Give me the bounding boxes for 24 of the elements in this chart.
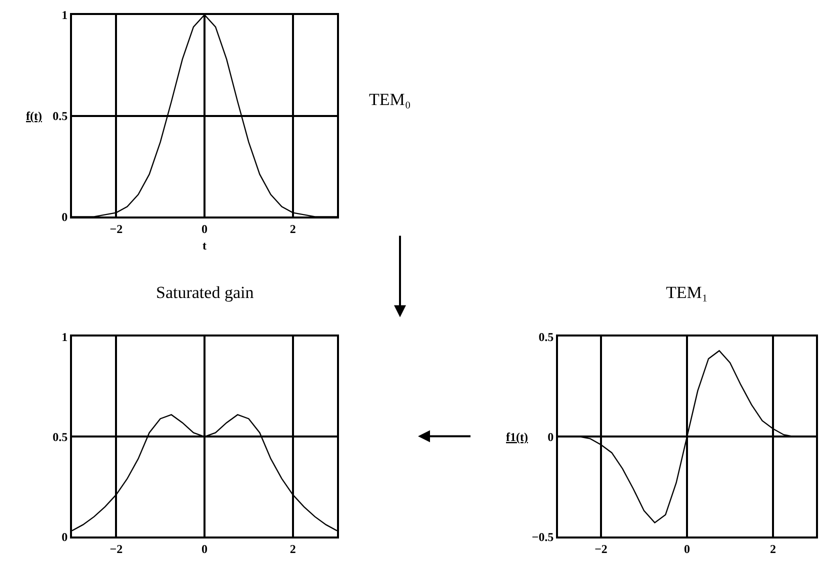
chart-title: TEM₁	[666, 283, 708, 302]
x-tick-label: 0	[202, 222, 208, 236]
x-tick-label: −2	[110, 222, 123, 236]
x-tick-label: −2	[110, 542, 123, 556]
y-axis-title: f(t)	[26, 109, 42, 123]
y-tick-label: 1	[62, 8, 68, 22]
y-tick-label: 0.5	[52, 430, 68, 444]
y-tick-label: 1	[62, 330, 68, 344]
x-tick-label: 0	[202, 542, 208, 556]
x-tick-label: 2	[290, 222, 296, 236]
text: TEM₀	[369, 90, 411, 109]
y-tick-label: 0	[62, 530, 68, 544]
x-tick-label: 0	[684, 542, 690, 556]
y-axis-title: f1(t)	[506, 430, 528, 444]
y-tick-label: 0	[62, 210, 68, 224]
x-axis-title: t	[202, 238, 206, 253]
x-tick-label: 2	[290, 542, 296, 556]
x-tick-label: −2	[594, 542, 608, 556]
y-tick-label: 0.5	[538, 330, 554, 344]
y-tick-label: 0.5	[52, 108, 68, 123]
x-tick-label: 2	[770, 542, 776, 556]
chart-title: Saturated gain	[156, 283, 254, 302]
y-tick-label: −0.5	[532, 530, 554, 544]
y-tick-label: 0	[548, 430, 554, 444]
